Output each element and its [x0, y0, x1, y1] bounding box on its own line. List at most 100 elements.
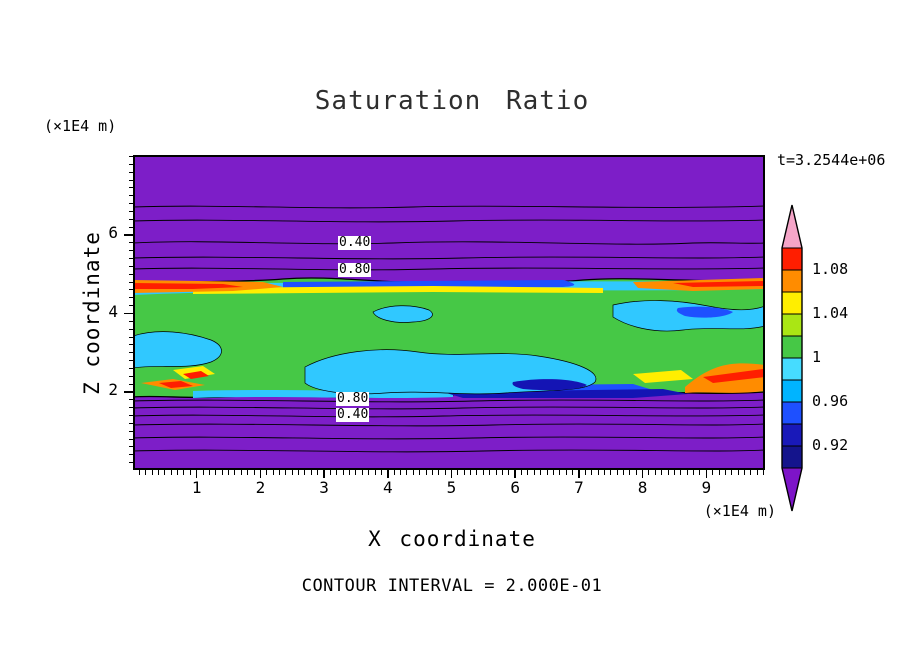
x-tick-label: 4 [382, 478, 393, 497]
x-minor-tick [533, 470, 535, 475]
bottom-left-red-fleck [159, 381, 193, 388]
x-major-tick [450, 470, 453, 478]
x-minor-tick [616, 470, 618, 475]
x-minor-tick [756, 470, 758, 475]
y-minor-tick [128, 179, 133, 181]
y-minor-tick [128, 171, 133, 173]
x-minor-tick [336, 470, 338, 475]
x-minor-tick [667, 470, 669, 475]
x-minor-tick [151, 470, 153, 475]
x-minor-tick [648, 470, 650, 475]
y-minor-tick [128, 336, 133, 338]
x-minor-tick [591, 470, 593, 475]
x-minor-tick [310, 470, 312, 475]
y-tick-label: 6 [108, 223, 118, 242]
x-minor-tick [431, 470, 433, 475]
x-minor-tick [393, 470, 395, 475]
x-minor-tick [279, 470, 280, 475]
y-major-tick [124, 312, 133, 315]
x-minor-tick [661, 470, 663, 475]
x-minor-tick [750, 470, 752, 475]
cyan-blob-left [133, 331, 222, 369]
x-minor-tick [266, 470, 268, 475]
navy-blob-center [512, 379, 587, 391]
x-minor-tick [699, 470, 701, 475]
y-axis-unit-label: (×1E4 m) [44, 117, 117, 135]
y-major-tick [124, 391, 133, 393]
y-minor-tick [128, 203, 133, 205]
contour-line-0.40 [133, 241, 765, 245]
bottom-yellow-fleck [633, 370, 693, 383]
x-major-tick [705, 470, 708, 478]
colorbar-band [782, 248, 802, 270]
contour-line [133, 219, 765, 223]
top-edge-red-right [673, 281, 765, 287]
y-tick-label: 2 [108, 380, 118, 399]
plot-frame [133, 155, 765, 470]
y-minor-tick [128, 328, 133, 330]
x-axis-unit-label: (×1E4 m) [703, 502, 776, 520]
colorbar-band [782, 380, 802, 402]
x-minor-tick [744, 470, 746, 475]
x-minor-tick [361, 470, 363, 475]
colorbar-band [782, 446, 802, 468]
y-minor-tick [128, 297, 133, 299]
x-minor-tick [412, 470, 414, 475]
x-minor-tick [501, 470, 503, 475]
colorbar-tick-label: 1.04 [812, 304, 849, 322]
x-minor-tick [565, 470, 567, 475]
contour-line [133, 406, 765, 410]
x-minor-tick [572, 470, 574, 475]
x-minor-tick [406, 470, 408, 475]
y-minor-tick [128, 250, 133, 252]
x-minor-tick [731, 470, 733, 475]
x-minor-tick [763, 470, 765, 475]
contour-line [133, 436, 765, 440]
contour-line-0.80 [133, 399, 765, 403]
x-minor-tick [463, 470, 465, 475]
x-minor-tick [145, 470, 147, 475]
y-minor-tick [128, 407, 133, 409]
x-minor-tick [552, 470, 554, 475]
time-annotation: t=3.2544e+06 [777, 151, 886, 169]
y-minor-tick [128, 352, 133, 354]
x-minor-tick [724, 470, 726, 475]
x-tick-label: 2 [255, 478, 266, 497]
y-minor-tick [128, 430, 133, 432]
colorbar-tick-label: 0.96 [812, 392, 849, 410]
x-minor-tick [457, 470, 459, 475]
x-minor-tick [597, 470, 599, 475]
y-minor-tick [128, 367, 133, 369]
contour-line [133, 205, 765, 209]
y-minor-tick [128, 281, 133, 283]
x-minor-tick [610, 470, 612, 475]
y-minor-tick [128, 265, 133, 267]
x-minor-tick [285, 470, 287, 475]
x-minor-tick [508, 470, 510, 475]
x-minor-tick [540, 470, 542, 475]
y-major-tick [124, 234, 133, 236]
colorbar-band [782, 336, 802, 358]
y-minor-tick [128, 163, 133, 165]
colorbar-band [782, 270, 802, 292]
x-minor-tick [654, 470, 656, 475]
x-minor-tick [622, 470, 624, 475]
y-minor-tick [128, 226, 133, 228]
top-edge-red-left [133, 283, 243, 289]
x-tick-label: 5 [446, 478, 457, 497]
x-minor-tick [164, 470, 166, 475]
x-minor-tick [521, 470, 523, 475]
x-minor-tick [680, 470, 682, 475]
x-minor-tick [470, 470, 472, 475]
x-minor-tick [157, 470, 159, 475]
colorbar-band [782, 424, 802, 446]
y-minor-tick [128, 218, 133, 220]
x-major-tick [387, 470, 389, 478]
y-minor-tick [128, 258, 133, 260]
x-minor-tick [317, 470, 319, 475]
colorbar-tick-label: 1.08 [812, 260, 849, 278]
lower-contour-lines [133, 399, 765, 453]
colorbar [781, 204, 803, 512]
x-minor-tick [444, 470, 446, 475]
